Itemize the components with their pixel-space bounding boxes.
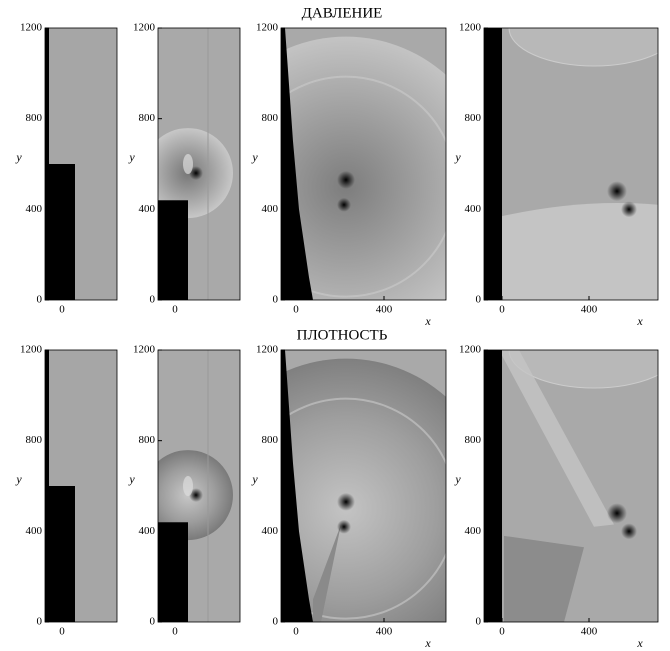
figure: ДАВЛЕНИЕ 0 400 800 1200 0 y 0 400 800 1200 0 y 0 400 80… <box>0 0 670 651</box>
obstacle <box>45 164 75 300</box>
y-axis-label: y <box>128 150 135 164</box>
x-tick-label: 0 <box>499 626 505 638</box>
y-tick-label: 400 <box>139 203 156 215</box>
vortex <box>621 523 637 539</box>
x-axis-label: x <box>636 314 643 328</box>
obstacle <box>158 200 188 300</box>
vortex <box>337 198 351 212</box>
x-axis-label: x <box>424 314 431 328</box>
y-tick-label: 1200 <box>459 22 482 34</box>
y-tick-label: 0 <box>150 294 156 306</box>
y-axis-label: y <box>454 150 461 164</box>
vortex <box>607 503 627 523</box>
y-tick-label: 0 <box>273 294 279 306</box>
x-tick-label: 400 <box>376 304 393 316</box>
x-tick-label: 0 <box>499 304 505 316</box>
y-tick-label: 400 <box>262 203 279 215</box>
y-tick-label: 400 <box>139 525 156 537</box>
obstacle <box>158 522 188 622</box>
x-axis-label: x <box>636 636 643 650</box>
x-tick-label: 0 <box>293 626 299 638</box>
y-tick-label: 0 <box>150 616 156 628</box>
x-tick-label: 400 <box>581 626 598 638</box>
vortex <box>607 181 627 201</box>
vortex <box>183 154 193 174</box>
panel-image <box>143 28 240 300</box>
y-tick-label: 800 <box>465 112 482 124</box>
y-axis-label: y <box>15 472 22 486</box>
y-tick-label: 1200 <box>133 344 156 356</box>
y-tick-label: 1200 <box>256 344 279 356</box>
wave <box>502 203 658 300</box>
panel-image <box>196 350 496 651</box>
y-tick-label: 800 <box>26 112 43 124</box>
y-tick-label: 0 <box>37 294 43 306</box>
y-axis-label: y <box>251 150 258 164</box>
y-axis-label: y <box>251 472 258 486</box>
row-title: ПЛОТНОСТЬ <box>297 327 388 343</box>
y-tick-label: 800 <box>465 434 482 446</box>
x-tick-label: 0 <box>293 304 299 316</box>
panel-image <box>484 0 670 300</box>
y-tick-label: 400 <box>465 525 482 537</box>
y-axis-label: y <box>128 472 135 486</box>
vortex <box>337 493 355 511</box>
row-title: ДАВЛЕНИЕ <box>302 5 383 21</box>
x-tick-label: 0 <box>59 304 65 316</box>
vortex <box>183 476 193 496</box>
x-tick-label: 400 <box>581 304 598 316</box>
y-tick-label: 0 <box>273 616 279 628</box>
y-tick-label: 400 <box>26 203 43 215</box>
y-tick-label: 800 <box>139 112 156 124</box>
wall <box>484 28 502 300</box>
vortex <box>337 520 351 534</box>
x-tick-label: 0 <box>172 626 178 638</box>
x-axis-label: x <box>424 636 431 650</box>
y-tick-label: 1200 <box>133 22 156 34</box>
wall <box>45 28 49 300</box>
y-axis-label: y <box>454 472 461 486</box>
y-tick-label: 800 <box>139 434 156 446</box>
y-tick-label: 0 <box>476 294 482 306</box>
panel-image <box>143 350 240 622</box>
y-tick-label: 400 <box>26 525 43 537</box>
wall <box>484 350 502 622</box>
panel-image <box>196 28 496 337</box>
y-tick-label: 1200 <box>459 344 482 356</box>
y-tick-label: 1200 <box>256 22 279 34</box>
y-axis-label: y <box>15 150 22 164</box>
panel-image <box>45 350 117 622</box>
y-tick-label: 1200 <box>20 344 43 356</box>
panel-image <box>45 28 117 300</box>
y-tick-label: 800 <box>262 434 279 446</box>
y-tick-label: 800 <box>262 112 279 124</box>
x-tick-label: 0 <box>59 626 65 638</box>
y-tick-label: 800 <box>26 434 43 446</box>
y-tick-label: 0 <box>37 616 43 628</box>
x-tick-label: 400 <box>376 626 393 638</box>
y-tick-label: 400 <box>262 525 279 537</box>
vortex <box>621 201 637 217</box>
obstacle <box>45 486 75 622</box>
x-tick-label: 0 <box>172 304 178 316</box>
y-tick-label: 0 <box>476 616 482 628</box>
y-tick-label: 1200 <box>20 22 43 34</box>
y-tick-label: 400 <box>465 203 482 215</box>
panel-image <box>484 312 670 622</box>
vortex <box>337 171 355 189</box>
wall <box>45 350 49 622</box>
